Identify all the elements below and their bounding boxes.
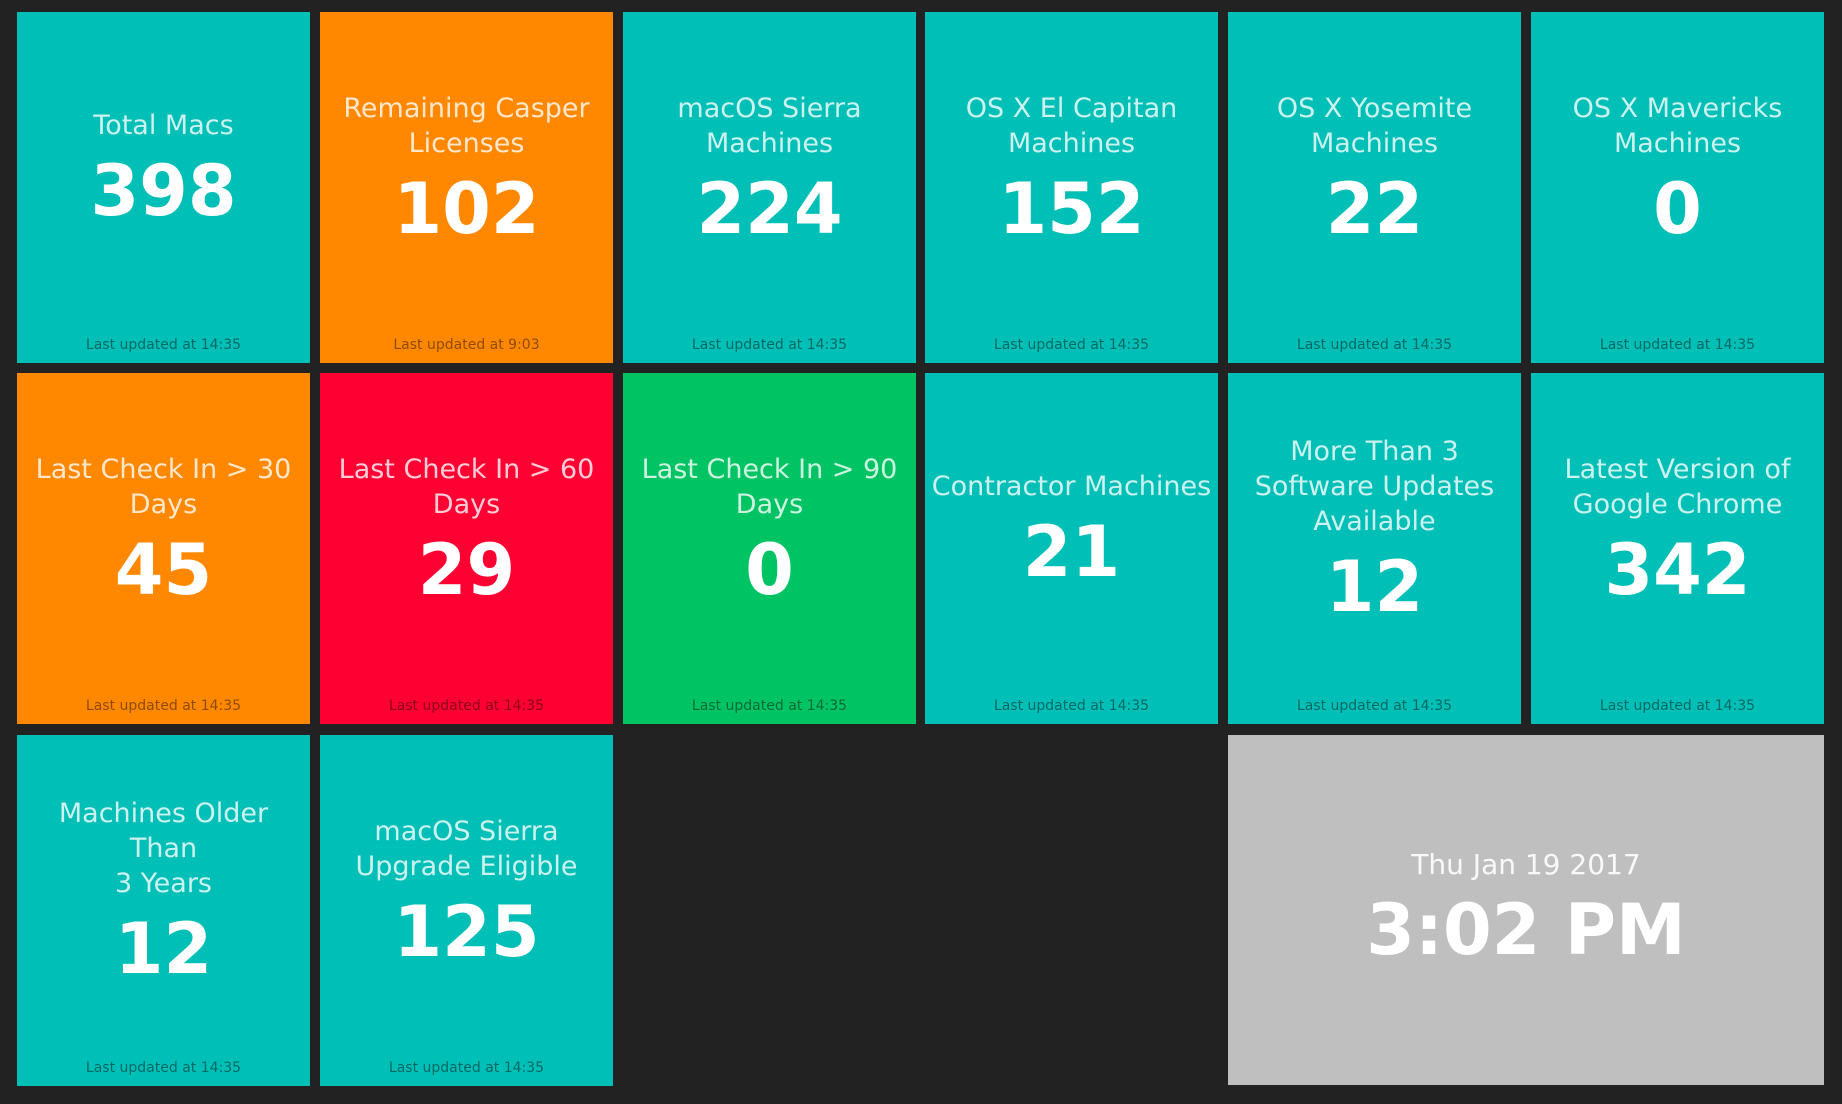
tile-total-macs[interactable]: Total Macs 398 Last updated at 14:35	[17, 12, 310, 363]
tile-value: 398	[90, 150, 237, 232]
tile-content: Remaining Casper Licenses 102	[320, 12, 613, 329]
clock-date: Thu Jan 19 2017	[1411, 848, 1641, 881]
tile-mavericks-machines[interactable]: OS X Mavericks Machines 0 Last updated a…	[1531, 12, 1824, 363]
tile-title: OS X Yosemite Machines	[1276, 92, 1473, 159]
tile-last-check-in-60-days[interactable]: Last Check In > 60 Days 29 Last updated …	[320, 373, 613, 724]
tile-value: 102	[393, 167, 540, 250]
tile-value: 45	[114, 528, 213, 611]
tile-title: Contractor Machines	[931, 471, 1212, 502]
tile-updated: Last updated at 9:03	[393, 337, 540, 353]
tile-value: 342	[1604, 528, 1751, 611]
tile-software-updates-available[interactable]: More Than 3 Software Updates Available 1…	[1228, 373, 1521, 724]
clock-time: 3:02 PM	[1366, 889, 1686, 971]
tile-title: Last Check In > 90 Days	[641, 453, 898, 520]
tile-updated: Last updated at 14:35	[388, 698, 545, 714]
tile-title: Latest Version of Google Chrome	[1564, 453, 1791, 520]
tile-value: 125	[393, 890, 540, 973]
tile-remaining-casper-licenses[interactable]: Remaining Casper Licenses 102 Last updat…	[320, 12, 613, 363]
tile-value: 224	[696, 167, 843, 250]
tile-updated: Last updated at 14:35	[85, 698, 242, 714]
tile-title: macOS Sierra Upgrade Eligible	[355, 815, 578, 882]
tile-title: Last Check In > 60 Days	[338, 453, 595, 520]
tile-sierra-upgrade-eligible[interactable]: macOS Sierra Upgrade Eligible 125 Last u…	[320, 735, 613, 1086]
tile-macos-sierra-machines[interactable]: macOS Sierra Machines 224 Last updated a…	[623, 12, 916, 363]
tile-value: 12	[114, 908, 213, 990]
tile-content: macOS Sierra Upgrade Eligible 125	[320, 735, 613, 1052]
tile-content: Last Check In > 60 Days 29	[320, 373, 613, 690]
tile-content: Last Check In > 90 Days 0	[623, 373, 916, 690]
tile-last-check-in-30-days[interactable]: Last Check In > 30 Days 45 Last updated …	[17, 373, 310, 724]
tile-yosemite-machines[interactable]: OS X Yosemite Machines 22 Last updated a…	[1228, 12, 1521, 363]
tile-updated: Last updated at 14:35	[691, 337, 848, 353]
tile-title: Remaining Casper Licenses	[343, 92, 590, 159]
tile-title: OS X Mavericks Machines	[1572, 92, 1783, 159]
tile-last-check-in-90-days[interactable]: Last Check In > 90 Days 0 Last updated a…	[623, 373, 916, 724]
tile-content: Total Macs 398	[17, 12, 310, 329]
tile-updated: Last updated at 14:35	[1296, 698, 1453, 714]
tile-content: OS X El Capitan Machines 152	[925, 12, 1218, 329]
tile-title: More Than 3 Software Updates Available	[1254, 436, 1495, 537]
tile-title: OS X El Capitan Machines	[965, 92, 1178, 159]
tile-value: 29	[417, 528, 516, 611]
tile-machines-older-than-3-years[interactable]: Machines Older Than 3 Years 12 Last upda…	[17, 735, 310, 1086]
tile-content: Last Check In > 30 Days 45	[17, 373, 310, 690]
tile-contractor-machines[interactable]: Contractor Machines 21 Last updated at 1…	[925, 373, 1218, 724]
tile-value: 21	[1022, 511, 1121, 593]
tile-updated: Last updated at 14:35	[1599, 698, 1756, 714]
tile-value: 12	[1325, 546, 1424, 628]
tile-value: 22	[1325, 167, 1424, 250]
tile-updated: Last updated at 14:35	[1296, 337, 1453, 353]
tile-title: Total Macs	[93, 110, 234, 141]
clock-tile: Thu Jan 19 2017 3:02 PM	[1228, 735, 1824, 1085]
tile-content: Latest Version of Google Chrome 342	[1531, 373, 1824, 690]
tile-updated: Last updated at 14:35	[993, 337, 1150, 353]
tile-content: More Than 3 Software Updates Available 1…	[1228, 373, 1521, 690]
tile-content: macOS Sierra Machines 224	[623, 12, 916, 329]
tile-value: 0	[745, 528, 794, 611]
tile-title: Last Check In > 30 Days	[35, 453, 292, 520]
tile-content: OS X Yosemite Machines 22	[1228, 12, 1521, 329]
tile-value: 152	[998, 167, 1145, 250]
tile-updated: Last updated at 14:35	[993, 698, 1150, 714]
tile-el-capitan-machines[interactable]: OS X El Capitan Machines 152 Last update…	[925, 12, 1218, 363]
tile-updated: Last updated at 14:35	[691, 698, 848, 714]
tile-updated: Last updated at 14:35	[85, 337, 242, 353]
tile-updated: Last updated at 14:35	[388, 1060, 545, 1076]
tile-content: Contractor Machines 21	[925, 373, 1218, 690]
tile-title: macOS Sierra Machines	[677, 92, 862, 159]
tile-updated: Last updated at 14:35	[1599, 337, 1756, 353]
tile-updated: Last updated at 14:35	[85, 1060, 242, 1076]
tile-content: Machines Older Than 3 Years 12	[17, 735, 310, 1052]
tile-value: 0	[1653, 167, 1702, 250]
tile-title: Machines Older Than 3 Years	[58, 798, 269, 899]
tile-content: OS X Mavericks Machines 0	[1531, 12, 1824, 329]
tile-latest-google-chrome[interactable]: Latest Version of Google Chrome 342 Last…	[1531, 373, 1824, 724]
